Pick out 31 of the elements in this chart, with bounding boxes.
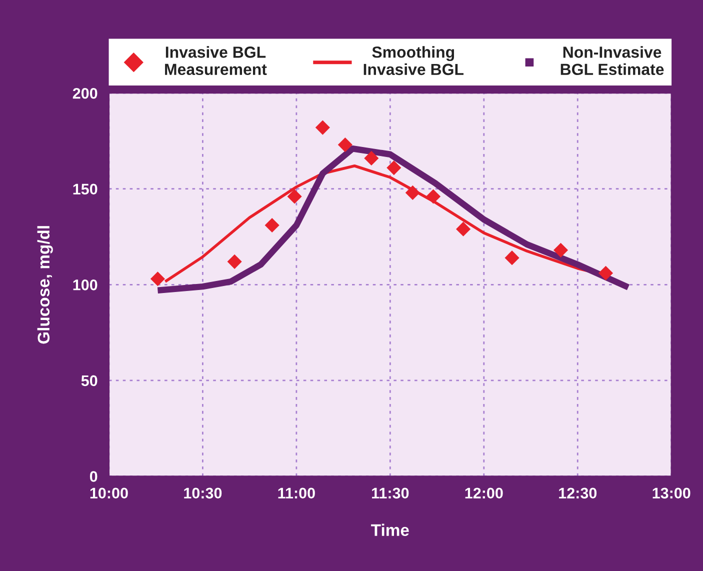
y-tick-label: 0	[90, 471, 98, 482]
legend-label: Non-Invasive BGL Estimate	[560, 46, 664, 76]
x-tick-label: 10:00	[90, 488, 128, 499]
point	[504, 250, 520, 266]
point	[456, 222, 471, 236]
point	[287, 189, 302, 204]
point	[264, 218, 280, 233]
y-tick-label: 200	[72, 88, 98, 99]
x-tick-label: 10:30	[184, 488, 222, 499]
point	[386, 160, 402, 176]
point	[150, 272, 165, 286]
x-tick-label: 12:00	[465, 488, 503, 499]
legend-label: Smoothing Invasive BGL	[364, 46, 464, 76]
x-tick-label: 11:30	[372, 488, 409, 499]
point	[227, 254, 242, 269]
x-tick-label: 13:00	[652, 488, 690, 499]
point	[553, 242, 568, 258]
y-tick-label: 100	[73, 280, 98, 290]
y-tick-label: 50	[81, 375, 98, 386]
point	[405, 185, 420, 200]
x-axis-title: Time	[371, 524, 409, 536]
x-tick-label: 11:00	[278, 488, 315, 499]
point	[598, 266, 614, 280]
point	[426, 189, 441, 204]
y-axis-title: Glucose, mg/dl	[37, 226, 53, 344]
point	[338, 138, 352, 152]
legend-label: Invasive BGL Measurement	[165, 46, 267, 76]
point	[364, 150, 379, 166]
point	[315, 120, 330, 135]
x-tick-label: 12:30	[559, 488, 597, 499]
y-tick-label: 150	[73, 184, 98, 195]
